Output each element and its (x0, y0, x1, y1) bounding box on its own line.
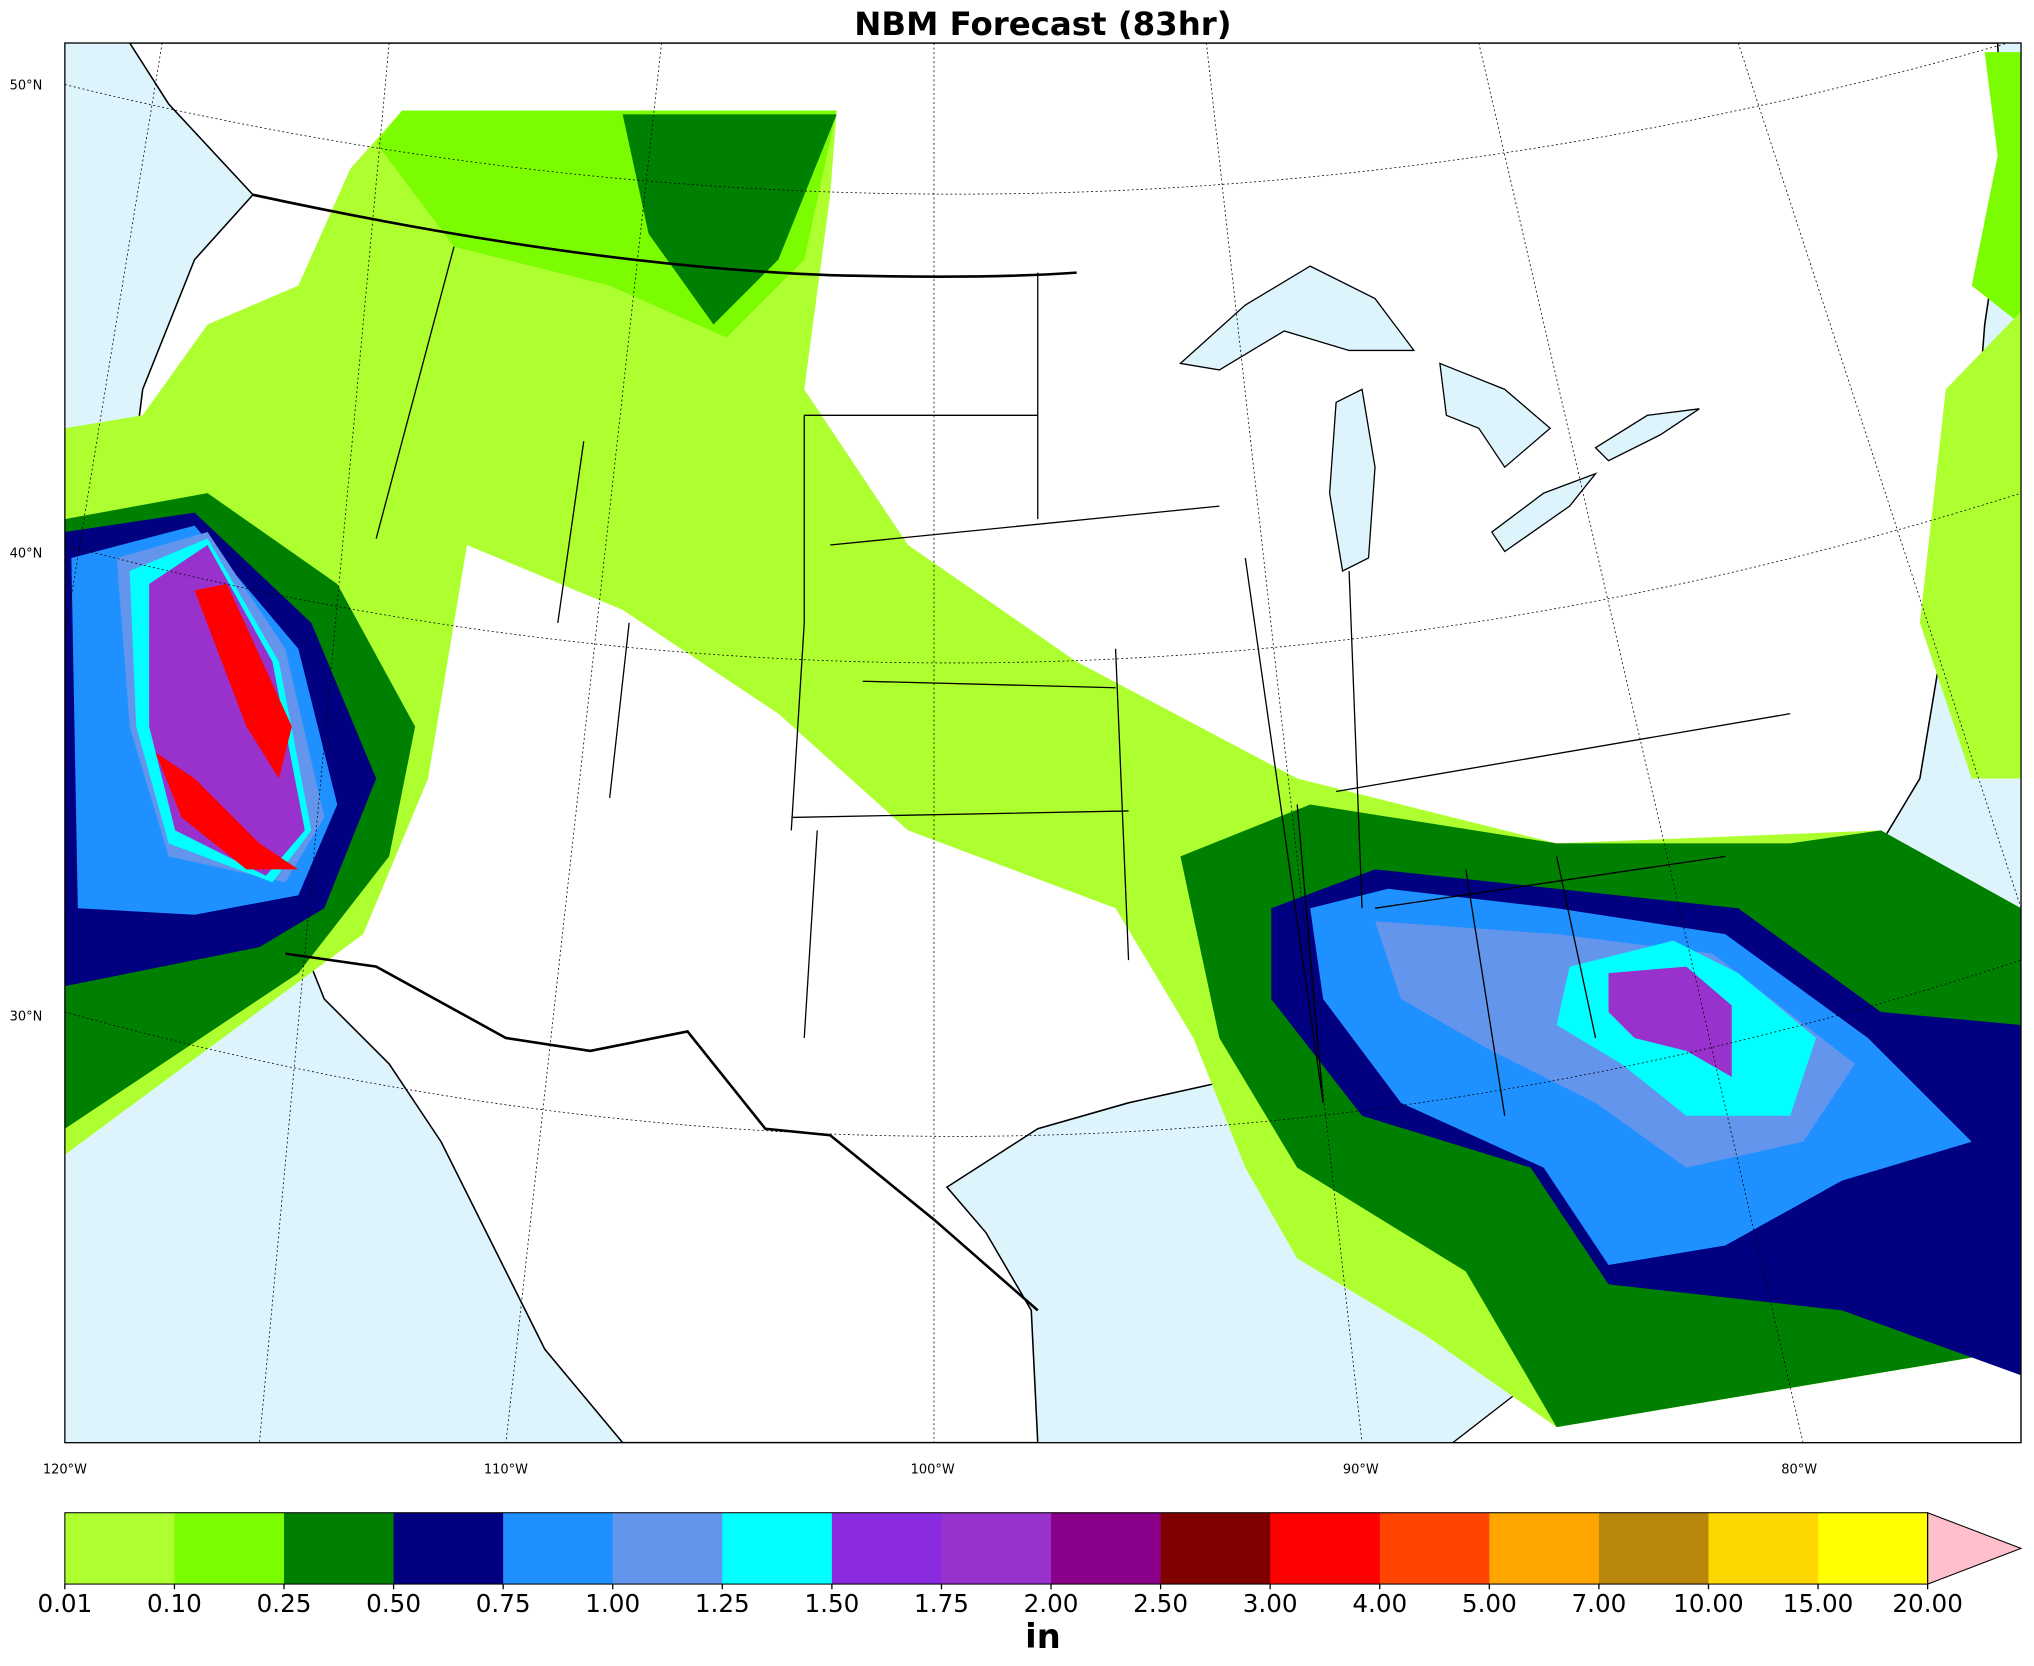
lat-label: 30°N (10, 1010, 43, 1025)
colorbar-bin (393, 1512, 504, 1585)
lat-label: 50°N (10, 78, 43, 93)
colorbar-label: in (1025, 1617, 1061, 1656)
colorbar-bin (941, 1512, 1052, 1585)
colorbar-frame (64, 1512, 1929, 1585)
geo-labels: 50°N 40°N 30°N 120°W 110°W 100°W 90°W 80… (10, 78, 1818, 1477)
colorbar-bin (284, 1512, 394, 1585)
colorbar: 0.01 0.10 0.25 0.50 0.75 1.00 1.25 1.50 1.75 2.00… (37, 1511, 2023, 1618)
lon-label: 120°W (43, 1462, 87, 1477)
colorbar-bin (1708, 1512, 1819, 1585)
colorbar-bin (1489, 1512, 1600, 1585)
colorbar-bin (174, 1512, 285, 1585)
colorbar-tick-label: 10.00 (1673, 1589, 1744, 1618)
colorbar-bin (503, 1512, 614, 1585)
colorbar-tick-label: 0.10 (147, 1589, 202, 1618)
colorbar-bin (1270, 1512, 1381, 1585)
colorbar-bin (1160, 1512, 1271, 1585)
lon-label: 110°W (484, 1462, 528, 1477)
colorbar-tick-label: 0.50 (366, 1589, 421, 1618)
colorbar-tick-label: 0.01 (37, 1589, 92, 1618)
colorbar-tick-label: 15.00 (1783, 1589, 1854, 1618)
borders (252, 193, 1791, 1312)
colorbar-bin (612, 1512, 723, 1585)
colorbar-tick-label: 1.25 (695, 1589, 750, 1618)
lon-label: 100°W (911, 1462, 955, 1477)
colorbar-tick-label: 1.50 (804, 1589, 859, 1618)
colorbar-bin (1379, 1512, 1490, 1585)
colorbar-bin (1051, 1512, 1161, 1585)
map-title: NBM Forecast (83hr) (854, 5, 1231, 43)
lat-label: 40°N (10, 547, 43, 562)
map (64, 43, 2022, 1443)
lon-label: 90°W (1343, 1462, 1379, 1477)
great-lakes (1179, 265, 1700, 572)
graticule (64, 43, 2022, 1443)
colorbar-bin (831, 1512, 942, 1585)
colorbar-tick-label: 2.50 (1133, 1589, 1188, 1618)
colorbar-tick-label: 3.00 (1243, 1589, 1298, 1618)
colorbar-tick-label: 0.75 (476, 1589, 531, 1618)
colorbar-bin (1818, 1512, 1929, 1585)
colorbar-tick-label: 5.00 (1462, 1589, 1517, 1618)
precipitation (64, 52, 2022, 1428)
colorbar-bin (722, 1512, 833, 1585)
map-frame (64, 42, 2022, 1444)
colorbar-tick-label: 20.00 (1892, 1589, 1963, 1618)
colorbar-tick-label: 1.75 (914, 1589, 969, 1618)
colorbar-extend (1927, 1511, 2023, 1585)
colorbar-tick-label: 2.00 (1024, 1589, 1079, 1618)
colorbar-tick-label: 0.25 (257, 1589, 312, 1618)
colorbar-tick-label: 7.00 (1571, 1589, 1626, 1618)
colorbar-tick-label: 1.00 (585, 1589, 640, 1618)
colorbar-bin (1598, 1512, 1709, 1585)
colorbar-bin (64, 1512, 175, 1585)
lon-label: 80°W (1781, 1462, 1817, 1477)
colorbar-tick-label: 4.00 (1352, 1589, 1407, 1618)
